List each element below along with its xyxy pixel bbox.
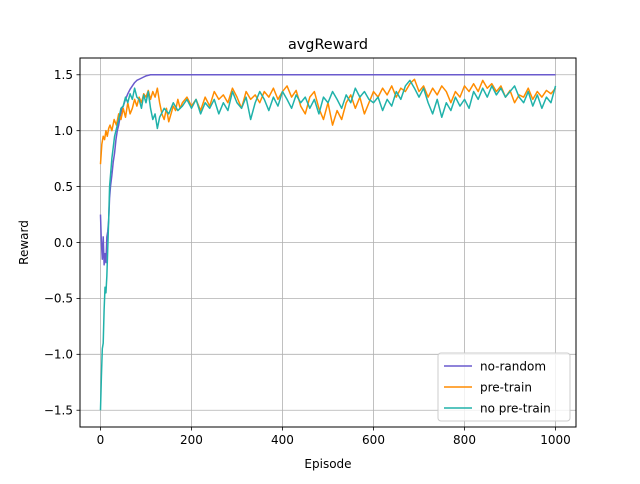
legend: no-random pre-train no pre-train <box>437 352 571 422</box>
series-line-pre-train <box>99 78 557 165</box>
series-line-no-pre-train <box>99 79 557 411</box>
x-tick-label: 1000 <box>540 433 571 447</box>
y-tick-label: 0.0 <box>54 236 73 250</box>
y-tick-label: −0.5 <box>44 292 73 306</box>
x-tick-label: 200 <box>180 433 203 447</box>
x-tick-label: 800 <box>453 433 476 447</box>
legend-label: pre-train <box>480 380 532 394</box>
y-tick-label: 1.0 <box>54 124 73 138</box>
x-axis-label: Episode <box>304 457 351 471</box>
y-tick-label: 1.5 <box>54 68 73 82</box>
chart-title: avgReward <box>288 37 368 53</box>
grid-lines <box>80 58 576 427</box>
axis-ticks: 0 200 400 600 800 1000 −1.5 −1.0 −0.5 0.0 0.5 1.0 1.… <box>44 68 571 447</box>
legend-box <box>437 352 571 422</box>
x-tick-label: 400 <box>271 433 294 447</box>
x-tick-label: 600 <box>362 433 385 447</box>
legend-label: no-random <box>480 359 546 373</box>
y-axis-label: Reward <box>17 220 31 265</box>
y-tick-label: −1.0 <box>44 348 73 362</box>
series-lines <box>99 74 557 411</box>
y-tick-label: −1.5 <box>44 404 73 418</box>
series-line-no-random <box>99 74 556 266</box>
legend-label: no pre-train <box>480 401 551 415</box>
x-tick-label: 0 <box>97 433 105 447</box>
y-tick-label: 0.5 <box>54 180 73 194</box>
